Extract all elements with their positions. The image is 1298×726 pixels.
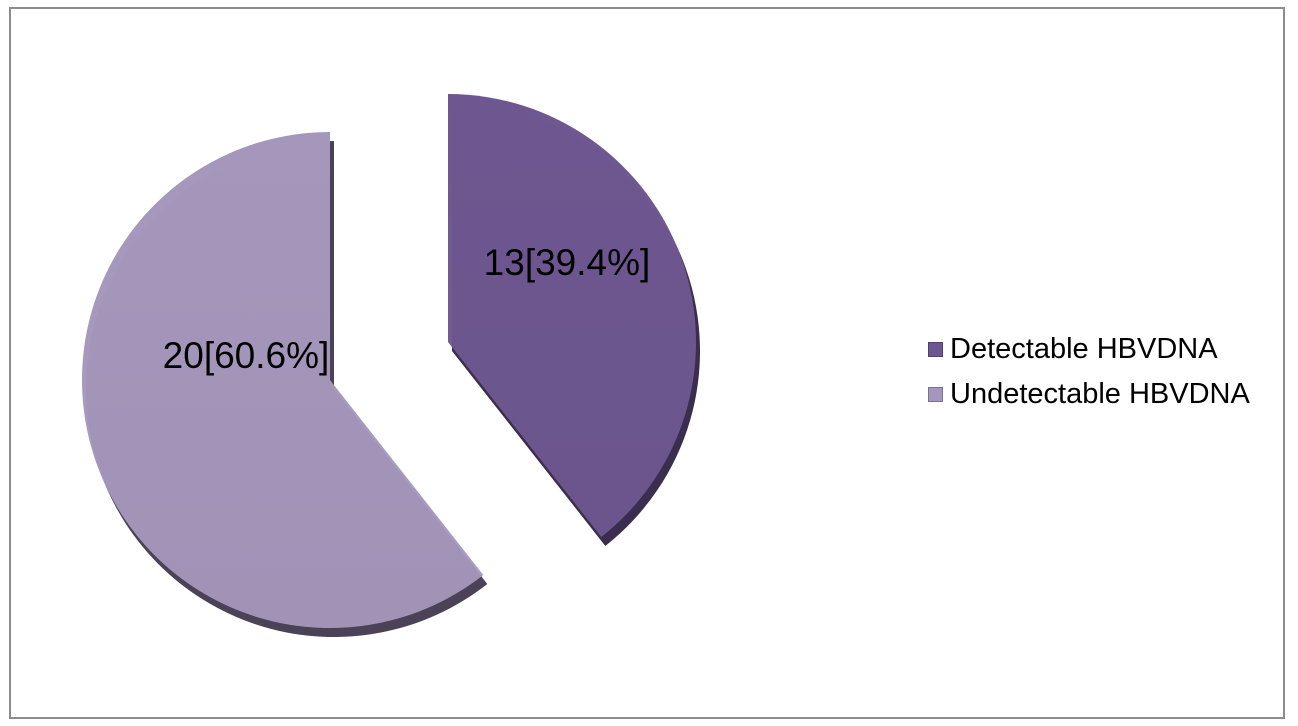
legend-item-undetectable: Undetectable HBVDNA	[928, 373, 1250, 415]
data-label-undetectable: 20[60.6%]	[163, 335, 330, 376]
legend-swatch-detectable	[928, 341, 943, 357]
legend-label-undetectable: Undetectable HBVDNA	[950, 377, 1250, 410]
pie-slice-detectable	[448, 94, 696, 537]
data-label-detectable: 13[39.4%]	[484, 242, 651, 283]
pie-slice-undetectable	[81, 132, 484, 628]
legend-swatch-undetectable	[928, 386, 943, 402]
legend-label-detectable: Detectable HBVDNA	[950, 332, 1218, 365]
pie-data-labels: 13[39.4%] 20[60.6%]	[163, 242, 651, 376]
pie-slices	[81, 94, 700, 637]
legend-item-detectable: Detectable HBVDNA	[928, 328, 1250, 370]
chart-legend: Detectable HBVDNA Undetectable HBVDNA	[928, 328, 1250, 418]
